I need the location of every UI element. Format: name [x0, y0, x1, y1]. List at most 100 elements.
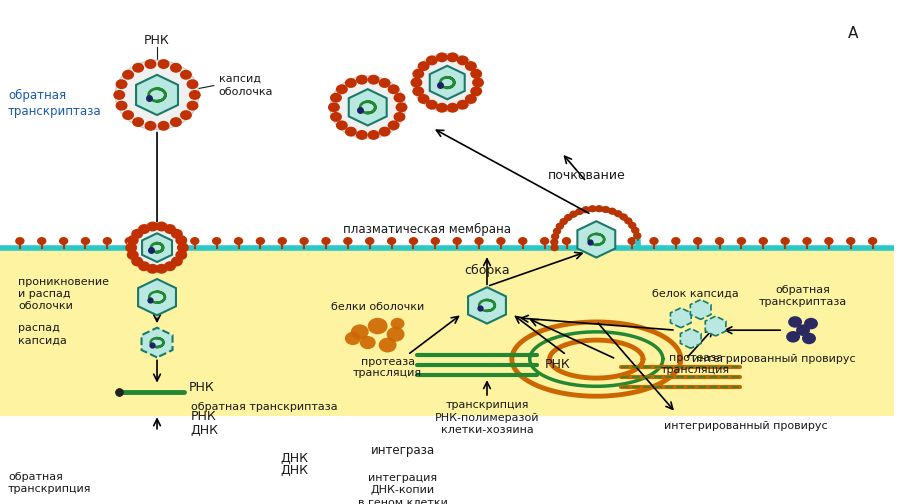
Text: ДНК: ДНК: [280, 464, 309, 477]
Circle shape: [388, 84, 400, 94]
Circle shape: [410, 78, 422, 88]
Circle shape: [171, 257, 183, 267]
Circle shape: [300, 238, 308, 244]
Circle shape: [158, 59, 169, 69]
Text: почкование: почкование: [547, 169, 625, 181]
Circle shape: [170, 117, 182, 127]
Circle shape: [602, 207, 609, 212]
Text: РНК: РНК: [189, 382, 214, 395]
Circle shape: [379, 338, 397, 352]
Circle shape: [436, 103, 448, 113]
Circle shape: [552, 234, 559, 239]
Circle shape: [212, 238, 220, 244]
Text: трансляция: трансляция: [662, 365, 730, 375]
Circle shape: [694, 238, 702, 244]
Circle shape: [456, 55, 469, 66]
Circle shape: [554, 228, 561, 234]
Circle shape: [132, 63, 144, 73]
Circle shape: [379, 78, 391, 88]
Circle shape: [608, 208, 616, 214]
Circle shape: [418, 94, 429, 104]
Circle shape: [760, 238, 768, 244]
Circle shape: [518, 238, 526, 244]
Circle shape: [365, 238, 374, 244]
Circle shape: [454, 238, 461, 244]
Text: А: А: [848, 26, 858, 41]
Text: интеграза: интеграза: [371, 445, 435, 457]
Circle shape: [38, 238, 46, 244]
Circle shape: [164, 224, 176, 234]
Circle shape: [351, 325, 369, 339]
Circle shape: [356, 75, 368, 85]
Text: белки оболочки: белки оболочки: [331, 302, 424, 312]
Circle shape: [147, 264, 158, 274]
Circle shape: [412, 86, 424, 96]
Circle shape: [189, 90, 201, 100]
Circle shape: [127, 250, 139, 260]
Text: трансляция: трансляция: [353, 368, 422, 378]
Circle shape: [632, 227, 639, 233]
Circle shape: [388, 120, 400, 131]
Circle shape: [570, 211, 577, 217]
Circle shape: [131, 257, 143, 267]
Circle shape: [16, 238, 24, 244]
Circle shape: [470, 69, 482, 79]
Text: оболочка: оболочка: [219, 87, 273, 97]
Circle shape: [391, 318, 404, 330]
Circle shape: [418, 61, 429, 71]
Circle shape: [115, 79, 128, 89]
Circle shape: [497, 238, 505, 244]
Circle shape: [122, 110, 134, 120]
Circle shape: [368, 318, 388, 334]
Text: проникновение
и распад
оболочки: проникновение и распад оболочки: [18, 277, 109, 311]
Text: РНК: РНК: [191, 410, 217, 422]
Text: обратная
транскриптаза: обратная транскриптаза: [8, 89, 102, 118]
Circle shape: [345, 127, 356, 137]
Circle shape: [158, 121, 169, 131]
Text: интегрированный провирус: интегрированный провирус: [663, 421, 827, 431]
Circle shape: [634, 233, 641, 238]
Circle shape: [629, 223, 635, 228]
Circle shape: [330, 93, 342, 103]
Circle shape: [446, 52, 459, 62]
Circle shape: [672, 238, 680, 244]
Text: ДНК: ДНК: [280, 453, 309, 466]
Text: распад
капсида: распад капсида: [18, 323, 67, 346]
Circle shape: [410, 238, 418, 244]
Circle shape: [170, 63, 182, 73]
Circle shape: [737, 238, 745, 244]
Circle shape: [475, 238, 483, 244]
Circle shape: [847, 238, 855, 244]
Circle shape: [465, 94, 477, 104]
Circle shape: [367, 75, 380, 85]
Text: РНК: РНК: [544, 358, 571, 371]
Circle shape: [278, 238, 286, 244]
Circle shape: [330, 76, 406, 139]
Circle shape: [345, 332, 361, 345]
Circle shape: [59, 238, 68, 244]
Circle shape: [127, 223, 187, 272]
Circle shape: [470, 86, 482, 96]
Circle shape: [147, 222, 158, 231]
Circle shape: [387, 327, 404, 342]
Circle shape: [868, 238, 877, 244]
Circle shape: [788, 316, 802, 328]
Text: РНК: РНК: [144, 34, 170, 47]
Text: протеаза: протеаза: [669, 353, 723, 363]
Circle shape: [825, 238, 833, 244]
Circle shape: [235, 238, 242, 244]
Circle shape: [127, 235, 139, 245]
Circle shape: [177, 243, 189, 253]
Circle shape: [393, 93, 405, 103]
Circle shape: [716, 238, 724, 244]
Circle shape: [551, 245, 558, 250]
Circle shape: [650, 238, 658, 244]
Circle shape: [431, 238, 439, 244]
Circle shape: [82, 238, 89, 244]
Circle shape: [551, 239, 558, 245]
Circle shape: [330, 112, 342, 122]
Circle shape: [180, 110, 192, 120]
Circle shape: [426, 55, 437, 66]
Circle shape: [556, 223, 563, 229]
Circle shape: [465, 61, 477, 71]
